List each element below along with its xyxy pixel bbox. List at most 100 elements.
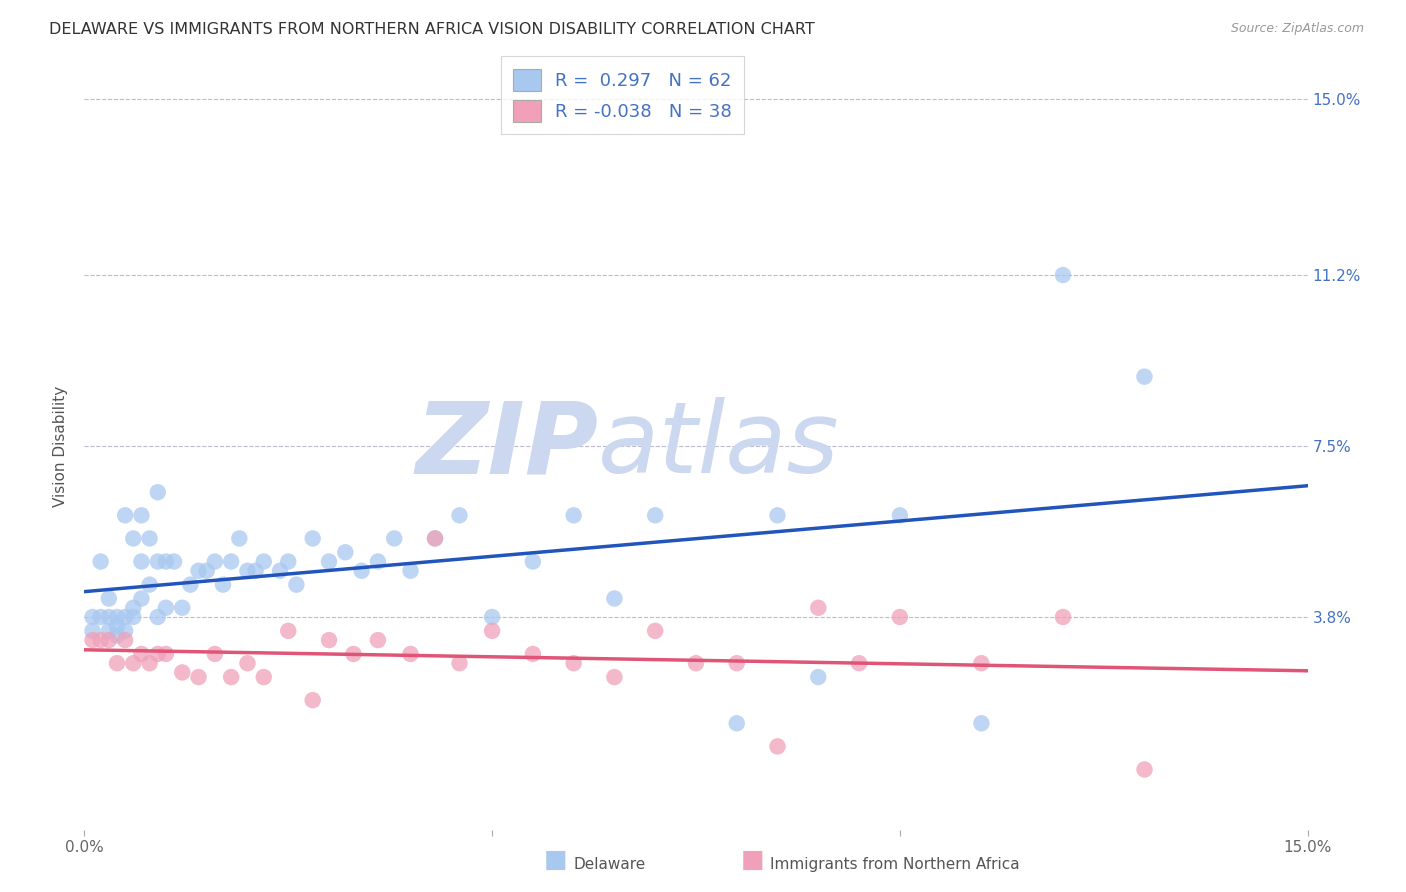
Point xyxy=(335,545,357,559)
Point xyxy=(204,555,226,569)
Point xyxy=(399,564,422,578)
Point xyxy=(131,555,153,569)
Point xyxy=(253,555,276,569)
Point xyxy=(155,600,177,615)
Point xyxy=(1133,369,1156,384)
Point xyxy=(105,628,128,642)
Point xyxy=(138,656,160,670)
Point xyxy=(269,564,291,578)
Point xyxy=(685,656,707,670)
Point xyxy=(155,647,177,661)
Point xyxy=(848,656,870,670)
Point xyxy=(970,716,993,731)
Point xyxy=(97,633,120,648)
Point xyxy=(301,532,323,546)
Legend: R =  0.297   N = 62, R = -0.038   N = 38: R = 0.297 N = 62, R = -0.038 N = 38 xyxy=(501,56,744,135)
Point xyxy=(277,624,299,638)
Text: DELAWARE VS IMMIGRANTS FROM NORTHERN AFRICA VISION DISABILITY CORRELATION CHART: DELAWARE VS IMMIGRANTS FROM NORTHERN AFR… xyxy=(49,22,815,37)
Point xyxy=(766,508,789,523)
Point xyxy=(562,656,585,670)
Point xyxy=(807,600,830,615)
Y-axis label: Vision Disability: Vision Disability xyxy=(53,385,69,507)
Point xyxy=(82,624,104,638)
Point xyxy=(889,610,911,624)
Point xyxy=(1133,763,1156,777)
Point xyxy=(481,610,503,624)
Point xyxy=(285,577,308,591)
Point xyxy=(382,532,405,546)
Point xyxy=(172,600,194,615)
Point xyxy=(481,624,503,638)
Point xyxy=(172,665,194,680)
Point xyxy=(423,532,446,546)
Point xyxy=(889,508,911,523)
Point xyxy=(155,555,177,569)
Text: ZIP: ZIP xyxy=(415,398,598,494)
Point xyxy=(122,600,145,615)
Point xyxy=(228,532,250,546)
Point xyxy=(522,647,544,661)
Point xyxy=(522,555,544,569)
Point xyxy=(114,610,136,624)
Point xyxy=(114,508,136,523)
Point xyxy=(236,564,259,578)
Point xyxy=(725,716,748,731)
Point xyxy=(122,610,145,624)
Point xyxy=(603,591,626,606)
Point xyxy=(245,564,267,578)
Point xyxy=(644,624,666,638)
Point xyxy=(187,670,209,684)
Point xyxy=(1052,268,1074,282)
Point xyxy=(163,555,186,569)
Point xyxy=(122,656,145,670)
Point xyxy=(114,633,136,648)
Point xyxy=(562,508,585,523)
Point xyxy=(236,656,259,670)
Point xyxy=(277,555,299,569)
Point xyxy=(97,591,120,606)
Text: Immigrants from Northern Africa: Immigrants from Northern Africa xyxy=(770,857,1021,872)
Point xyxy=(253,670,276,684)
Point xyxy=(449,656,471,670)
Point xyxy=(138,577,160,591)
Point xyxy=(146,610,169,624)
Point xyxy=(644,508,666,523)
Point xyxy=(105,610,128,624)
Text: ■: ■ xyxy=(544,848,567,872)
Point xyxy=(367,555,389,569)
Point xyxy=(603,670,626,684)
Point xyxy=(90,610,112,624)
Point xyxy=(318,633,340,648)
Point xyxy=(122,532,145,546)
Point xyxy=(399,647,422,661)
Point xyxy=(423,532,446,546)
Point xyxy=(219,555,242,569)
Point xyxy=(146,485,169,500)
Point xyxy=(350,564,373,578)
Point xyxy=(131,591,153,606)
Point xyxy=(82,610,104,624)
Point xyxy=(97,624,120,638)
Point xyxy=(212,577,235,591)
Point xyxy=(449,508,471,523)
Text: atlas: atlas xyxy=(598,398,839,494)
Point xyxy=(179,577,201,591)
Point xyxy=(187,564,209,578)
Point xyxy=(195,564,218,578)
Point xyxy=(807,670,830,684)
Text: Source: ZipAtlas.com: Source: ZipAtlas.com xyxy=(1230,22,1364,36)
Point xyxy=(97,610,120,624)
Text: Delaware: Delaware xyxy=(574,857,645,872)
Point xyxy=(970,656,993,670)
Point xyxy=(90,555,112,569)
Point xyxy=(766,739,789,754)
Point xyxy=(219,670,242,684)
Point xyxy=(204,647,226,661)
Point xyxy=(105,619,128,633)
Text: ■: ■ xyxy=(741,848,763,872)
Point xyxy=(131,647,153,661)
Point xyxy=(367,633,389,648)
Point xyxy=(82,633,104,648)
Point xyxy=(342,647,364,661)
Point xyxy=(90,633,112,648)
